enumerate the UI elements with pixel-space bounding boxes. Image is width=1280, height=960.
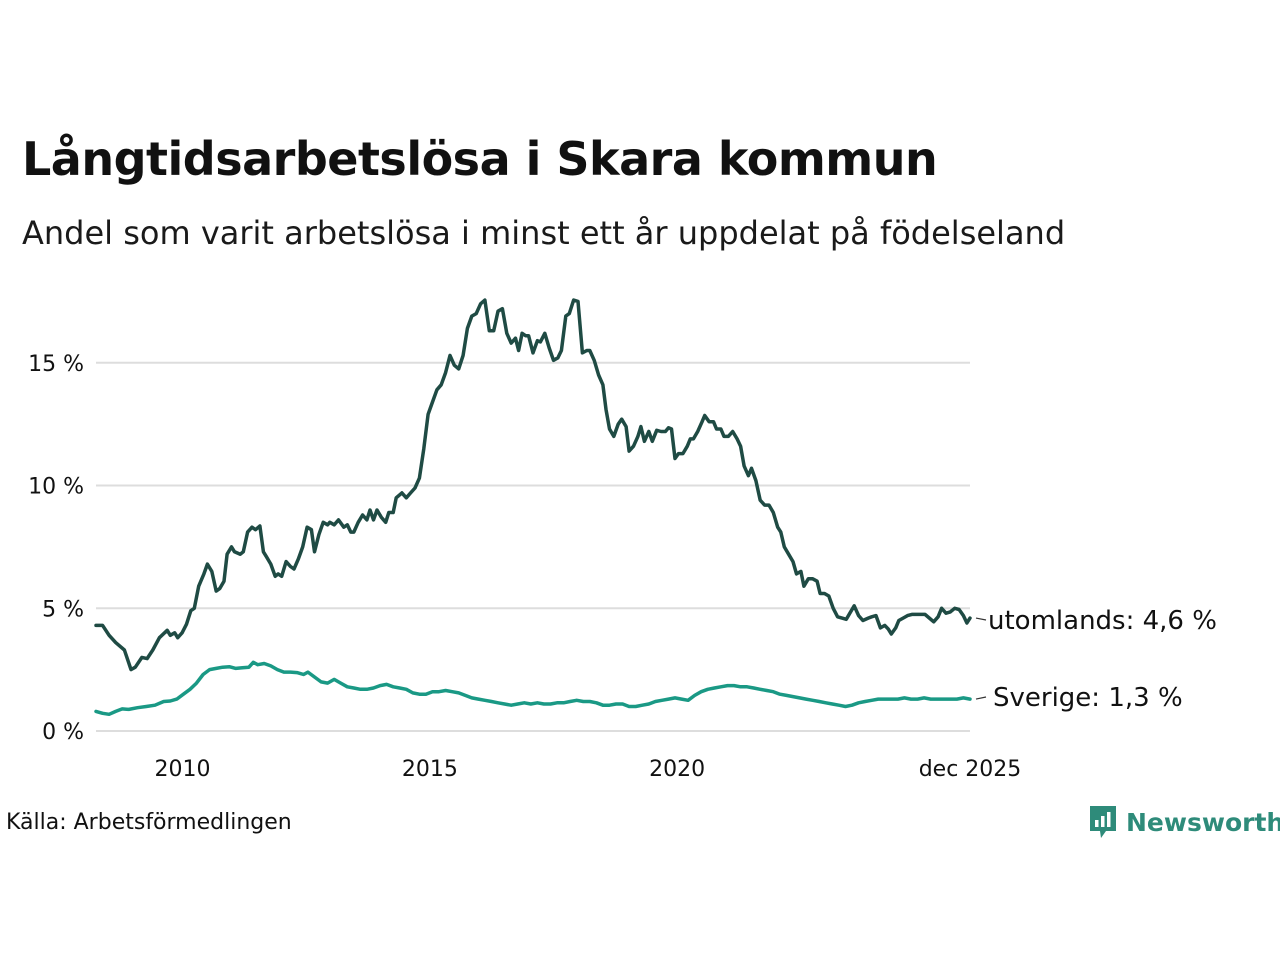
end-label-connector	[975, 696, 987, 700]
x-tick-label: 2020	[649, 757, 705, 782]
end-label-utomlands: utomlands: 4,6 %	[988, 606, 1217, 636]
newsworthy-logo-icon	[1090, 806, 1116, 838]
series-line-utomlands	[94, 298, 972, 672]
gridlines	[96, 361, 970, 732]
y-tick-label: 5 %	[42, 597, 84, 622]
x-tick-label: dec 2025	[919, 757, 1022, 782]
end-label-sverige: Sverige: 1,3 %	[993, 683, 1183, 713]
y-tick-label: 10 %	[28, 475, 84, 500]
y-tick-label: 15 %	[28, 352, 84, 377]
brand-logo: Newsworthy	[1088, 804, 1280, 840]
series-end-labels: utomlands: 4,6 % Sverige: 1,3 %	[975, 606, 1217, 713]
chart-title: Långtidsarbetslösa i Skara kommun	[22, 132, 938, 186]
series-line-sverige	[94, 660, 972, 717]
end-label-connector	[975, 617, 987, 621]
series-lines	[94, 298, 972, 717]
chart-subtitle: Andel som varit arbetslösa i minst ett å…	[22, 214, 1066, 252]
brand-name: Newsworthy	[1126, 807, 1280, 837]
source-note: Källa: Arbetsförmedlingen	[6, 810, 292, 835]
x-axis-labels: 2010 2015 2020 dec 2025	[155, 757, 1022, 782]
x-tick-label: 2015	[402, 757, 458, 782]
line-chart: 0 % 5 % 10 % 15 % 2010 2015 2020 dec 2025 utom…	[28, 298, 1217, 782]
x-tick-label: 2010	[155, 757, 211, 782]
y-tick-label: 0 %	[42, 720, 84, 745]
y-axis-labels: 0 % 5 % 10 % 15 %	[28, 352, 84, 745]
